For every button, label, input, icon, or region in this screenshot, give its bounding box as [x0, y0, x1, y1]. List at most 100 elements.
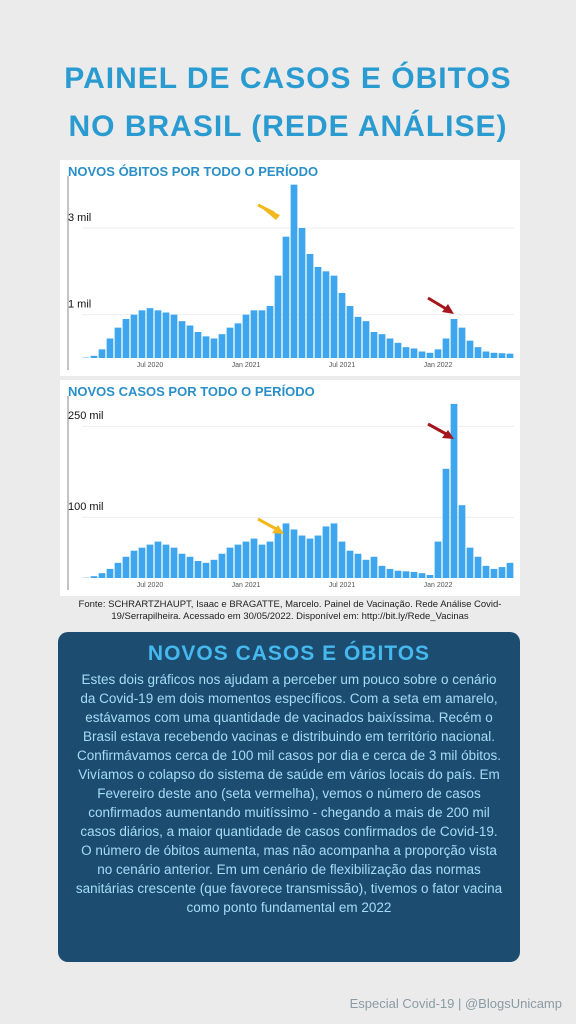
bar [146, 308, 154, 358]
bar [226, 547, 234, 578]
bar [474, 556, 482, 578]
bar [210, 338, 218, 358]
chart-panel: NOVOS CASOS POR TODO O PERÍODO 100 mil 25… [60, 380, 520, 596]
bar [234, 323, 242, 358]
bar [482, 351, 490, 358]
bar [362, 321, 370, 358]
bar [186, 325, 194, 358]
bar [498, 353, 506, 358]
arrow-yellow [257, 517, 279, 532]
bar [138, 547, 146, 578]
bar [490, 352, 498, 358]
bar [178, 553, 186, 578]
bar [178, 321, 186, 358]
arrow-yellow [257, 203, 275, 215]
bar [322, 271, 330, 358]
bar [506, 353, 514, 358]
bar [450, 319, 458, 358]
bar [330, 275, 338, 358]
bar [138, 310, 146, 358]
bar [298, 228, 306, 358]
bar [282, 523, 290, 578]
y-tick-label: 100 mil [68, 501, 103, 513]
bar [378, 565, 386, 578]
x-tick-label: Jul 2020 [137, 362, 164, 369]
bar [186, 556, 194, 578]
bar [274, 529, 282, 578]
bar [146, 544, 154, 578]
bar [210, 559, 218, 578]
bar [370, 332, 378, 358]
arrow-red [442, 304, 454, 314]
bar [410, 571, 418, 578]
bar [250, 310, 258, 358]
bar [346, 306, 354, 358]
bar [306, 538, 314, 578]
bar [170, 314, 178, 358]
title-line: PAINEL DE CASOS E ÓBITOS [64, 62, 512, 95]
bar [386, 338, 394, 358]
x-tick-label: Jan 2022 [424, 362, 453, 369]
x-tick-label: Jul 2020 [137, 582, 164, 589]
bar [338, 541, 346, 578]
y-tick-label: 3 mil [68, 212, 91, 224]
bar [202, 562, 210, 578]
bar [266, 541, 274, 578]
bar [354, 316, 362, 358]
bar [322, 526, 330, 578]
bar [98, 573, 106, 578]
bar [330, 523, 338, 578]
bar [346, 550, 354, 578]
chart: 1 mil 3 mil Jul 2020 Jan 2021 Jul 2021 Jan 20… [67, 176, 514, 370]
bar [162, 312, 170, 358]
bar [282, 236, 290, 358]
title-line: NO BRASIL (REDE ANÁLISE) [68, 110, 508, 143]
bar [362, 559, 370, 578]
chart-title: NOVOS ÓBITOS POR TODO O PERÍODO [68, 164, 319, 179]
bar [250, 538, 258, 578]
chart-title: NOVOS CASOS POR TODO O PERÍODO [68, 384, 315, 399]
bar [474, 347, 482, 358]
bar [218, 334, 226, 358]
bar [122, 556, 130, 578]
bar [226, 327, 234, 358]
arrow-yellow [272, 525, 284, 534]
source: Fonte: SCHRARTZHAUPT, Isaac e BRAGATTE, … [78, 599, 502, 622]
bar [434, 349, 442, 358]
bar [90, 576, 98, 578]
bar [98, 349, 106, 358]
x-tick-label: Jan 2022 [424, 582, 453, 589]
bar [418, 351, 426, 358]
bar [194, 561, 202, 578]
bar [162, 544, 170, 578]
bar [114, 562, 122, 578]
bar [426, 574, 434, 578]
bar [354, 553, 362, 578]
arrow-red [427, 422, 449, 437]
y-tick-label: 1 mil [68, 299, 91, 311]
footer: Especial Covid-19 | @BlogsUnicamp [349, 996, 562, 1011]
bar [130, 314, 138, 358]
bar [458, 327, 466, 358]
bar [258, 310, 266, 358]
bar [242, 314, 250, 358]
box-heading: NOVOS CASOS E ÓBITOS [147, 642, 431, 665]
bar [314, 267, 322, 358]
bar [274, 275, 282, 358]
bar [234, 544, 242, 578]
bar [442, 468, 450, 578]
bar [466, 340, 474, 358]
y-tick-label: 250 mil [68, 410, 103, 422]
chart: 100 mil 250 mil Jul 2020 Jan 2021 Jul 2021 Ja… [67, 396, 514, 590]
bar [394, 570, 402, 578]
bar [290, 529, 298, 578]
bar [306, 254, 314, 358]
bar [90, 355, 98, 358]
bar [370, 556, 378, 578]
bar [402, 571, 410, 578]
x-tick-label: Jul 2021 [329, 362, 356, 369]
bar [218, 553, 226, 578]
bar [242, 541, 250, 578]
x-tick-label: Jan 2021 [232, 582, 261, 589]
bar [170, 547, 178, 578]
